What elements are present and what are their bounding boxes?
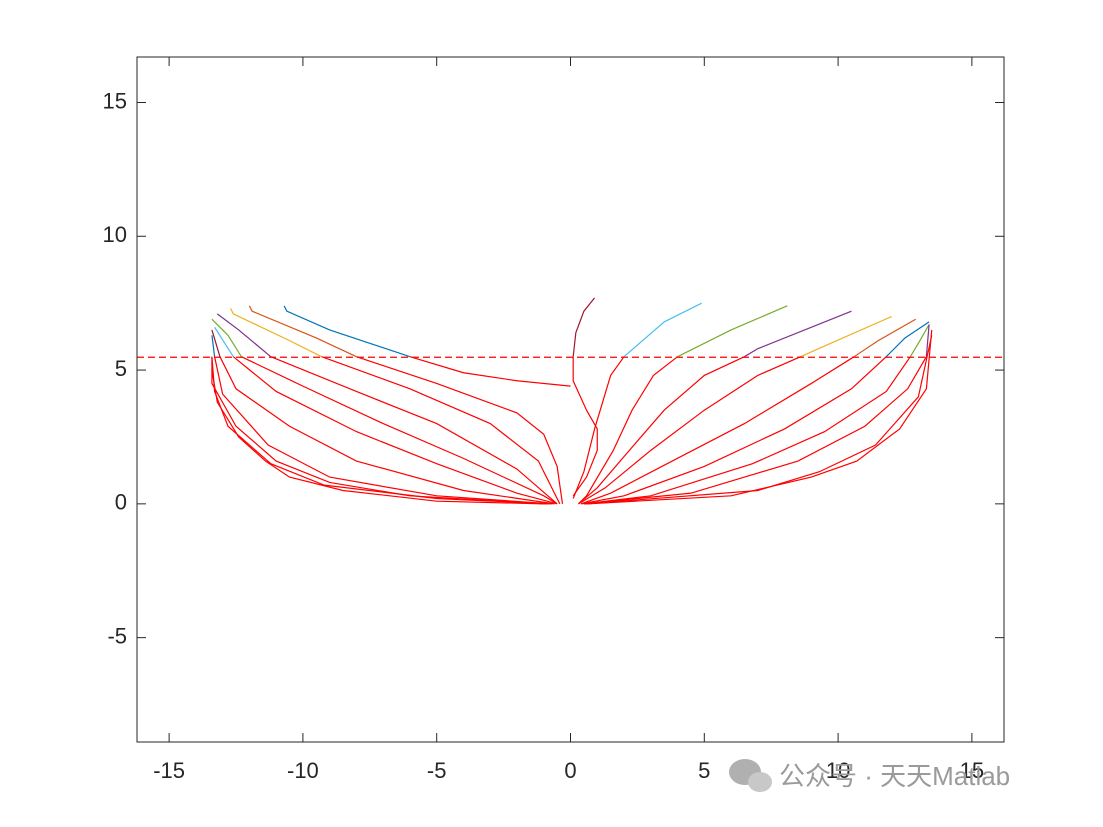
trajectory xyxy=(219,356,555,505)
y-tick-label: 10 xyxy=(103,222,127,247)
trajectory xyxy=(216,313,272,358)
trajectory xyxy=(241,356,558,505)
watermark: 公众号 · 天天Matlab xyxy=(779,761,1010,791)
trajectory xyxy=(211,329,221,357)
trajectory xyxy=(578,356,678,505)
y-tick-label: 0 xyxy=(115,490,127,515)
trajectory xyxy=(248,305,357,358)
trajectory xyxy=(885,321,930,358)
trajectory xyxy=(409,356,571,387)
x-tick-label: -15 xyxy=(153,758,185,783)
y-tick-label: 5 xyxy=(115,356,127,381)
trajectory xyxy=(744,310,852,358)
trajectory xyxy=(211,356,550,505)
y-tick-label: -5 xyxy=(107,623,127,648)
trajectory xyxy=(211,335,216,357)
trajectory xyxy=(230,308,322,358)
trajectory xyxy=(283,305,411,358)
x-tick-label: -10 xyxy=(287,758,319,783)
trajectory xyxy=(211,318,242,358)
trajectory xyxy=(583,356,911,505)
trajectory xyxy=(232,356,558,505)
trajectory xyxy=(583,356,927,505)
trajectory xyxy=(572,356,598,497)
trajectory xyxy=(572,356,625,499)
watermark-icon xyxy=(729,759,772,792)
trajectory xyxy=(586,335,933,505)
trajectory xyxy=(321,356,561,505)
trajectory xyxy=(677,305,788,358)
trajectory xyxy=(581,356,887,505)
trajectory xyxy=(586,329,933,505)
trajectory xyxy=(270,356,558,505)
x-tick-label: 0 xyxy=(564,758,576,783)
trajectory xyxy=(909,324,930,357)
trajectory xyxy=(356,356,564,504)
trajectory xyxy=(214,356,552,505)
x-tick-label: 15 xyxy=(960,758,984,783)
trajectory xyxy=(578,356,745,505)
trajectory xyxy=(925,324,930,357)
trajectory xyxy=(578,356,801,505)
y-tick-label: 15 xyxy=(103,88,127,113)
trajectory xyxy=(580,356,855,505)
x-tick-label: -5 xyxy=(427,758,447,783)
x-tick-label: 5 xyxy=(698,758,710,783)
trajectory xyxy=(572,297,596,357)
trajectory xyxy=(211,356,547,505)
trajectory xyxy=(211,369,544,505)
x-tick-label: 10 xyxy=(826,758,850,783)
trajectory xyxy=(214,326,234,358)
trajectory xyxy=(853,318,916,358)
trajectory xyxy=(623,302,702,358)
trajectory xyxy=(800,316,892,358)
